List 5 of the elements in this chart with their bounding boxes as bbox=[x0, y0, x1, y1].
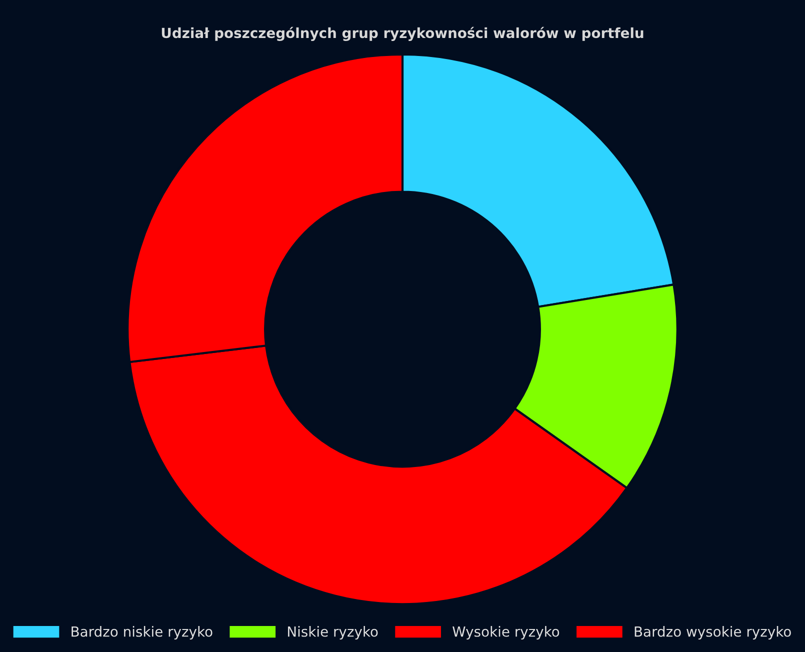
legend-label: Bardzo wysokie ryzyko bbox=[634, 626, 791, 640]
legend-label: Bardzo niskie ryzyko bbox=[72, 626, 212, 640]
chart-title: Udział poszczególnych grup ryzykowności walorów w portfelu bbox=[162, 26, 644, 41]
legend-label: Wysokie ryzyko bbox=[452, 626, 560, 640]
legend-label: Niskie ryzyko bbox=[288, 626, 378, 640]
